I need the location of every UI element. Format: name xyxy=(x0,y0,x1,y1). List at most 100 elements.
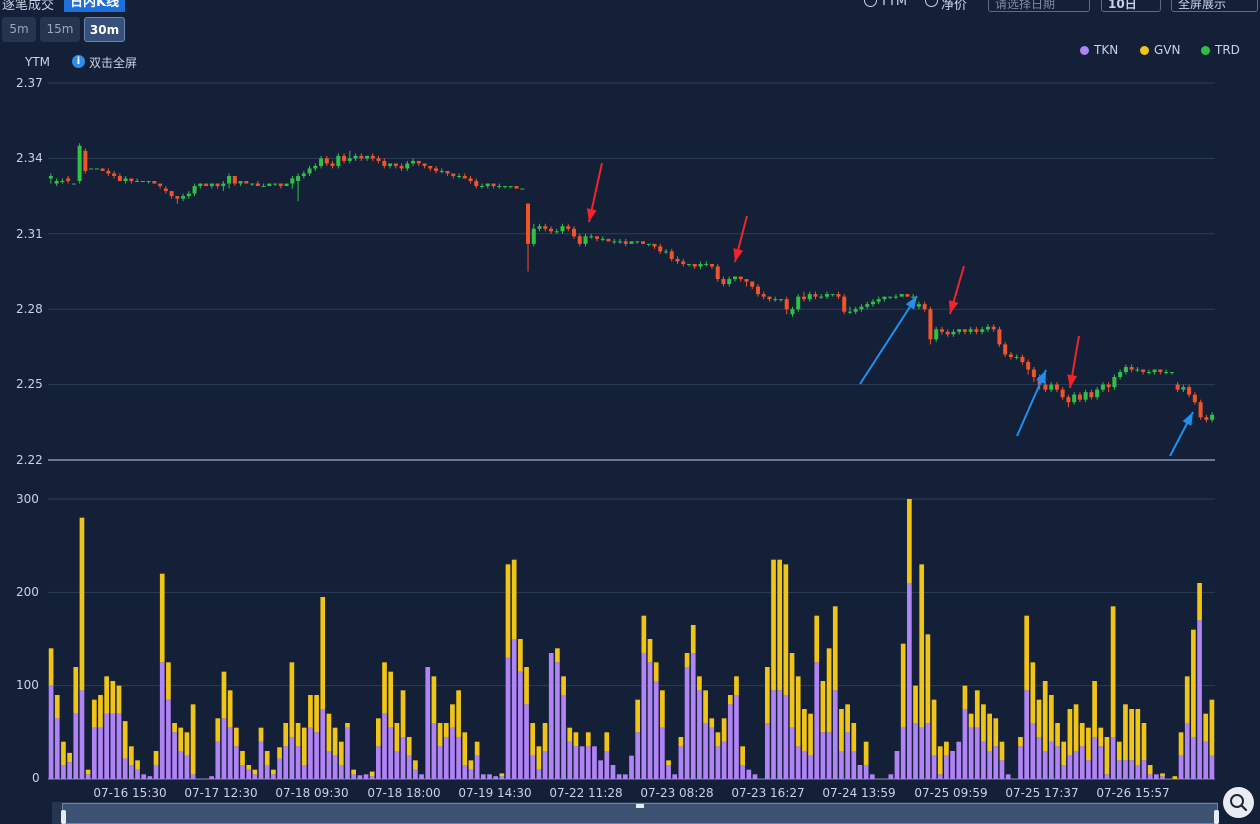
volume-bar-gvn xyxy=(734,676,739,695)
volume-bar-gvn xyxy=(709,718,715,728)
period-30m-button[interactable]: 30m xyxy=(84,17,125,42)
candle-body xyxy=(1164,372,1169,374)
legend-dot-icon xyxy=(1140,46,1149,55)
candle-body xyxy=(393,163,398,166)
volume-bar-gvn xyxy=(555,648,560,663)
volume-bar-tkn xyxy=(931,755,937,779)
candle-body xyxy=(71,183,76,185)
volume-bar-gvn xyxy=(944,741,949,756)
candle-body xyxy=(428,165,433,169)
volume-bar-gvn xyxy=(802,709,807,751)
zoom-search-icon[interactable] xyxy=(1223,787,1254,818)
candle-body xyxy=(905,294,910,297)
legend-item-gvn[interactable]: GVN xyxy=(1140,43,1180,57)
volume-bar-gvn xyxy=(653,662,659,681)
candle-body xyxy=(1031,369,1036,378)
date-placeholder: 请选择日期 xyxy=(995,0,1056,11)
volume-bar-gvn xyxy=(789,653,795,728)
volume-bar-gvn xyxy=(536,746,542,770)
candle-body xyxy=(353,155,358,159)
volume-bar-tkn xyxy=(610,765,616,779)
volume-bar-gvn xyxy=(122,721,128,759)
candle-body xyxy=(1141,369,1146,373)
candle-body xyxy=(669,251,674,259)
candle-body xyxy=(100,168,105,171)
volume-bar-tkn xyxy=(752,774,758,779)
volume-bar-gvn xyxy=(1203,713,1209,742)
candle-body xyxy=(876,299,881,302)
candle-body xyxy=(985,326,990,330)
volume-bar-gvn xyxy=(524,667,529,705)
radio-net-price-label[interactable]: 净价 xyxy=(941,0,968,13)
candle-body xyxy=(244,181,249,184)
volume-bar-gvn xyxy=(338,741,344,765)
volume-bar-tkn xyxy=(869,774,875,779)
volume-bar-tkn xyxy=(1147,774,1153,779)
volume-bar-tkn xyxy=(653,681,659,779)
zoom-slider-left-handle[interactable] xyxy=(61,810,66,824)
fullscreen-button[interactable]: 全屏展示 xyxy=(1171,0,1258,12)
candle-body xyxy=(566,226,571,229)
candle-body xyxy=(1089,392,1094,398)
candle-body xyxy=(48,175,53,179)
legend-item-tkn[interactable]: TKN xyxy=(1080,43,1118,57)
zoom-slider-right-handle[interactable] xyxy=(1214,810,1219,824)
range-select[interactable]: 10日 xyxy=(1101,0,1161,12)
volume-bar-gvn xyxy=(832,606,838,691)
volume-bar-tkn xyxy=(505,657,511,779)
annotation-arrow-head-icon xyxy=(948,300,959,314)
candle-body xyxy=(560,226,565,232)
radio-ytm-label[interactable]: YTM xyxy=(880,0,908,9)
volume-bar-tkn xyxy=(622,774,628,779)
volume-bar-tkn xyxy=(579,746,585,779)
candle-body xyxy=(1095,389,1100,398)
volume-bar-gvn xyxy=(1086,727,1091,761)
volume-bar-tkn xyxy=(264,765,270,779)
volume-bar-gvn xyxy=(320,597,326,709)
candle-body xyxy=(1123,367,1128,373)
volume-bar-tkn xyxy=(233,746,239,779)
volume-bar-tkn xyxy=(166,699,171,779)
tab-intraday-kline[interactable]: 日内K线 xyxy=(64,0,126,12)
volume-bar-gvn xyxy=(1209,699,1215,756)
candle-body xyxy=(744,279,749,282)
legend-item-trd[interactable]: TRD xyxy=(1201,43,1240,57)
date-picker-input[interactable]: 请选择日期 xyxy=(988,0,1090,12)
volume-bar-tkn xyxy=(388,727,394,779)
candle-body xyxy=(577,236,582,244)
candle-body xyxy=(980,329,985,332)
volume-bar-tkn xyxy=(888,774,894,779)
period-15m-button[interactable]: 15m xyxy=(40,17,80,42)
volume-bar-tkn xyxy=(406,755,412,779)
volume-bar-tkn xyxy=(962,709,968,779)
annotation-arrow-line xyxy=(859,295,918,385)
volume-bar-gvn xyxy=(678,737,684,747)
volume-bar-gvn xyxy=(585,732,591,747)
volume-bar-gvn xyxy=(764,667,770,723)
volume-bar-tkn xyxy=(375,746,381,779)
volume-bars xyxy=(48,499,1215,779)
candle-body xyxy=(549,228,554,232)
candle-body xyxy=(675,258,680,262)
volume-bar-tkn xyxy=(67,762,72,779)
volume-bar-tkn xyxy=(277,758,282,779)
volume-bar-gvn xyxy=(190,704,196,775)
volume-bar-gvn xyxy=(1036,699,1042,737)
candle-body xyxy=(1043,384,1048,390)
tab-trades[interactable]: 逐笔成交 xyxy=(2,0,55,13)
volume-bar-gvn xyxy=(635,699,641,733)
volume-bar-tkn xyxy=(524,704,529,779)
volume-bar-tkn xyxy=(351,774,356,779)
time-tick-label: 07-19 14:30 xyxy=(458,786,532,800)
volume-bar-tkn xyxy=(129,765,134,779)
volume-bar-tkn xyxy=(647,662,653,779)
volume-bar-tkn xyxy=(530,755,536,779)
candle-body xyxy=(1135,369,1140,371)
candle-body xyxy=(1049,384,1054,390)
volume-bar-gvn xyxy=(233,727,239,747)
zoom-slider-grip-icon[interactable] xyxy=(636,804,644,808)
volume-bar-tkn xyxy=(1203,741,1209,779)
period-5m-button[interactable]: 5m xyxy=(2,17,36,42)
volume-bar-gvn xyxy=(931,699,937,756)
